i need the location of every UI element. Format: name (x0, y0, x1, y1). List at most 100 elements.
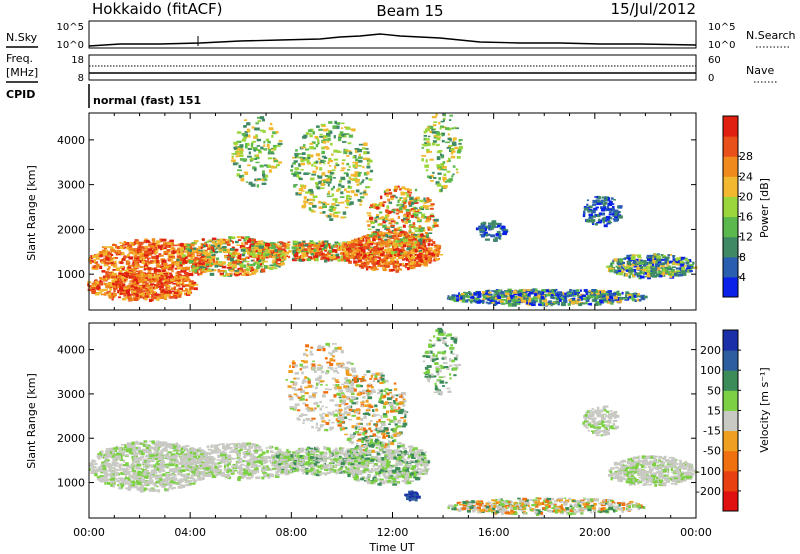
power-return-cell (241, 236, 245, 239)
power-return-cell (350, 243, 353, 246)
power-return-cell (643, 269, 649, 272)
power-return-cell (169, 242, 175, 246)
power-return-cell (108, 246, 113, 249)
power-return-cell (600, 201, 604, 205)
power-return-cell (601, 289, 606, 293)
power-return-cell (622, 263, 625, 267)
power-return-cell (337, 201, 342, 204)
power-return-cell (390, 198, 394, 201)
power-return-cell (390, 251, 396, 255)
power-return-cell (436, 151, 442, 154)
power-return-cell (553, 290, 557, 292)
power-return-cell (476, 301, 481, 304)
power-return-cell (380, 253, 385, 257)
power-return-cell (254, 154, 259, 157)
power-return-cell (144, 256, 149, 259)
power-return-cell (287, 251, 291, 253)
power-return-cell (346, 162, 350, 166)
power-return-cell (424, 200, 428, 203)
power-return-cell (182, 270, 187, 273)
power-return-cell (261, 118, 265, 122)
power-return-cell (438, 150, 443, 152)
power-return-cell (388, 239, 392, 243)
power-return-cell (523, 295, 529, 297)
power-return-cell (135, 239, 139, 242)
power-return-cell (374, 256, 378, 259)
power-return-cell (570, 301, 576, 305)
power-return-cell (322, 201, 327, 204)
power-return-cell (146, 239, 150, 243)
power-return-cell (671, 273, 676, 276)
power-return-cell (132, 290, 137, 293)
power-return-cell (200, 262, 205, 266)
power-return-cell (204, 257, 208, 261)
power-return-cell (424, 205, 429, 209)
power-return-cell (414, 230, 420, 233)
power-return-cell (479, 231, 485, 233)
power-return-cell (368, 234, 373, 238)
power-return-cell (522, 293, 526, 296)
power-return-cell (114, 260, 117, 264)
power-return-cell (613, 270, 616, 273)
power-return-cell (211, 237, 217, 241)
power-return-cell (188, 282, 192, 286)
power-return-cell (123, 269, 128, 272)
power-return-cell (131, 271, 137, 274)
power-colorbar-swatch (723, 256, 738, 278)
power-return-cell (587, 294, 591, 299)
power-return-cell (315, 143, 319, 148)
power-return-cell (349, 201, 354, 205)
power-return-cell (235, 155, 239, 158)
power-return-cell (188, 260, 194, 264)
power-return-cell (435, 134, 440, 137)
power-return-cell (502, 232, 507, 236)
power-return-cell (235, 273, 240, 276)
power-return-cell (602, 206, 607, 209)
power-return-cell (443, 186, 447, 189)
power-return-cell (475, 298, 480, 301)
power-return-cell (148, 241, 152, 244)
power-return-cell (307, 257, 311, 260)
power-return-cell (236, 152, 241, 155)
power-return-cell (220, 263, 223, 265)
power-return-cell (271, 148, 275, 151)
power-return-cell (346, 248, 350, 251)
power-return-cell (215, 257, 220, 261)
power-return-cell (531, 299, 537, 302)
power-return-cell (562, 302, 566, 306)
power-return-cell (599, 212, 602, 216)
power-return-cell (637, 256, 642, 259)
power-return-cell (641, 295, 644, 300)
power-return-cell (415, 261, 419, 265)
power-return-cell (361, 180, 364, 184)
power-return-cell (169, 275, 173, 279)
power-colorbar-swatch (723, 116, 738, 137)
power-return-cell (161, 270, 167, 272)
power-return-cell (414, 188, 418, 192)
power-return-cell (319, 187, 325, 189)
power-return-cell (460, 296, 463, 300)
power-return-cell (342, 252, 346, 256)
power-return-cell (358, 159, 363, 163)
power-return-cell (372, 260, 376, 264)
power-return-cell (328, 178, 333, 181)
power-return-cell (274, 243, 278, 246)
power-return-cell (452, 165, 456, 168)
power-return-cell (105, 283, 110, 286)
power-return-cell (499, 300, 504, 303)
power-return-cell (172, 244, 178, 247)
power-return-cell (590, 292, 595, 295)
power-return-cell (87, 285, 92, 288)
power-return-cell (665, 273, 670, 275)
power-return-cell (261, 261, 265, 265)
power-return-cell (413, 227, 419, 230)
power-return-cell (139, 257, 142, 260)
power-return-cell (300, 158, 304, 162)
power-return-cell (350, 173, 355, 177)
power-return-cell (394, 263, 400, 266)
power-return-cell (392, 265, 397, 268)
power-return-cell (239, 150, 243, 154)
power-return-cell (612, 259, 615, 263)
power-return-cell (140, 258, 144, 262)
power-return-cell (307, 248, 312, 252)
